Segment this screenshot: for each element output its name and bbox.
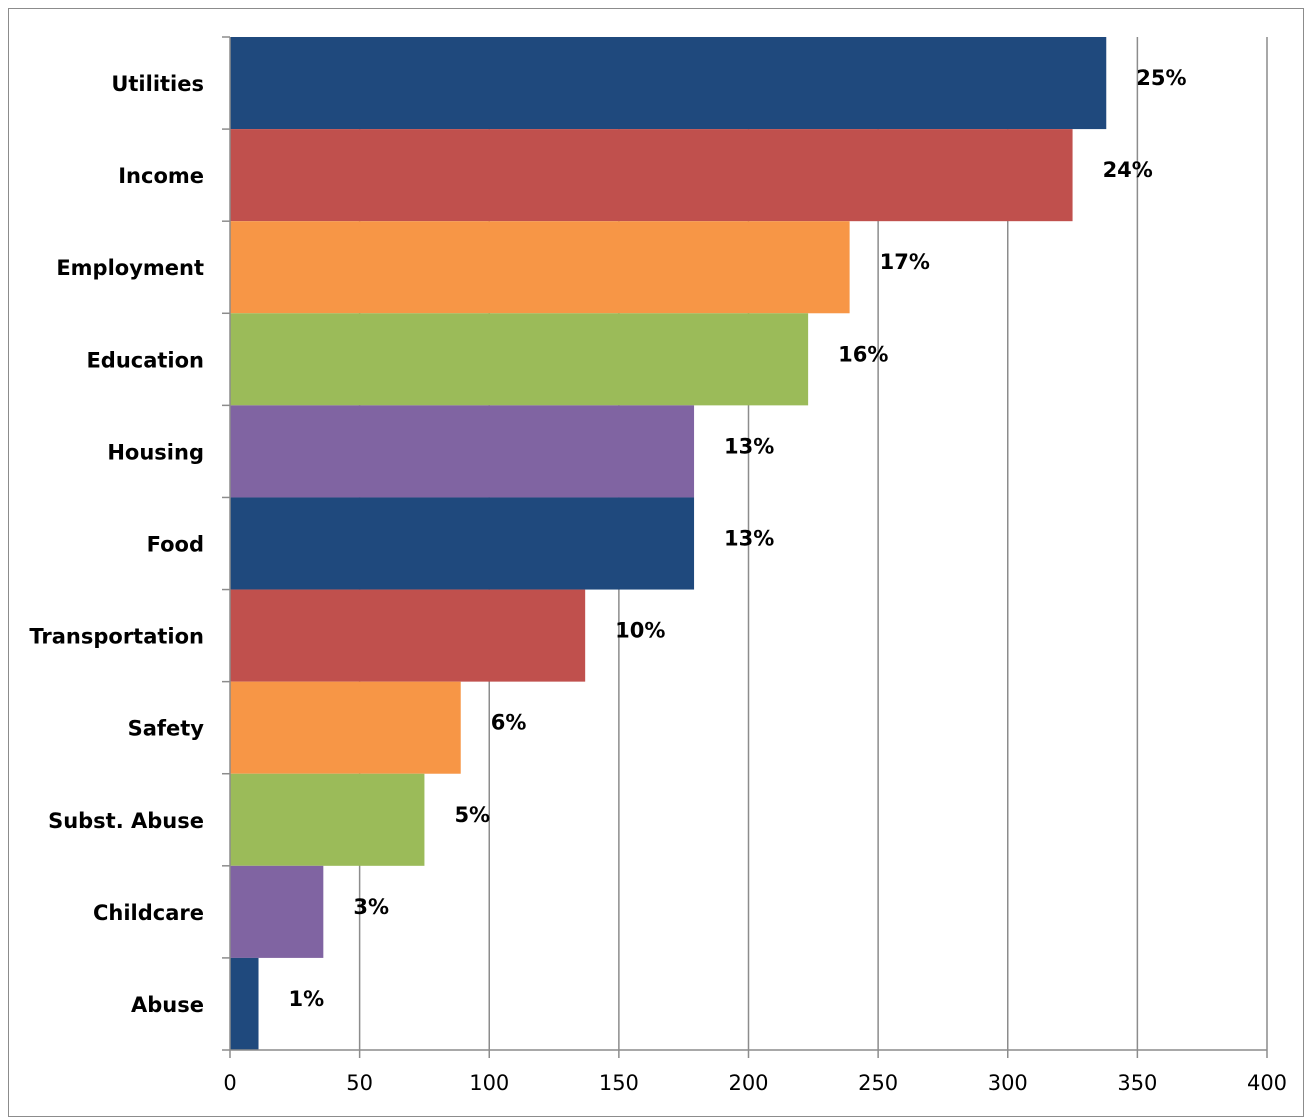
bar-safety: [230, 681, 461, 774]
category-label: Subst. Abuse: [48, 809, 204, 833]
category-label: Housing: [107, 440, 204, 464]
x-tick-label: 150: [599, 1071, 639, 1095]
data-label: 13%: [724, 434, 774, 458]
bar-income: [230, 129, 1073, 222]
data-label: 5%: [454, 803, 490, 827]
bar-employment: [230, 221, 850, 314]
data-label: 17%: [880, 250, 930, 274]
x-tick-label: 250: [858, 1071, 898, 1095]
bar-subst-abuse: [230, 773, 425, 866]
bar-education: [230, 313, 809, 406]
bar-abuse: [230, 957, 259, 1050]
bar-housing: [230, 405, 695, 498]
data-label: 25%: [1136, 66, 1186, 90]
data-label: 13%: [724, 527, 774, 551]
data-label: 24%: [1103, 158, 1153, 182]
x-tick-label: 350: [1117, 1071, 1157, 1095]
data-label: 1%: [289, 987, 325, 1011]
bar-food: [230, 497, 695, 590]
axes: [222, 36, 1268, 1058]
data-label: 3%: [353, 895, 389, 919]
data-label: 16%: [838, 342, 888, 366]
x-tick-label: 50: [346, 1071, 373, 1095]
labels: 0 50 100 150 200 250 300 350 400 Utilities 25% Inco…: [29, 66, 1287, 1095]
x-tick-label: 300: [988, 1071, 1028, 1095]
category-label: Food: [147, 533, 204, 557]
x-tick-label: 400: [1247, 1071, 1287, 1095]
category-label: Transportation: [29, 625, 204, 649]
category-label: Utilities: [111, 72, 204, 96]
x-tick-label: 0: [223, 1071, 236, 1095]
category-label: Childcare: [93, 901, 204, 925]
bar-utilities: [230, 37, 1107, 130]
category-label: Employment: [56, 256, 204, 280]
x-tick-label: 100: [469, 1071, 509, 1095]
category-label: Income: [118, 164, 204, 188]
x-tick-label: 200: [728, 1071, 768, 1095]
bar-childcare: [230, 865, 324, 958]
bars: [230, 37, 1107, 1050]
data-label: 10%: [615, 619, 665, 643]
category-label: Abuse: [131, 993, 204, 1017]
bar-transportation: [230, 589, 586, 682]
category-label: Education: [86, 348, 204, 372]
category-label: Safety: [128, 717, 205, 741]
data-label: 6%: [491, 711, 527, 735]
